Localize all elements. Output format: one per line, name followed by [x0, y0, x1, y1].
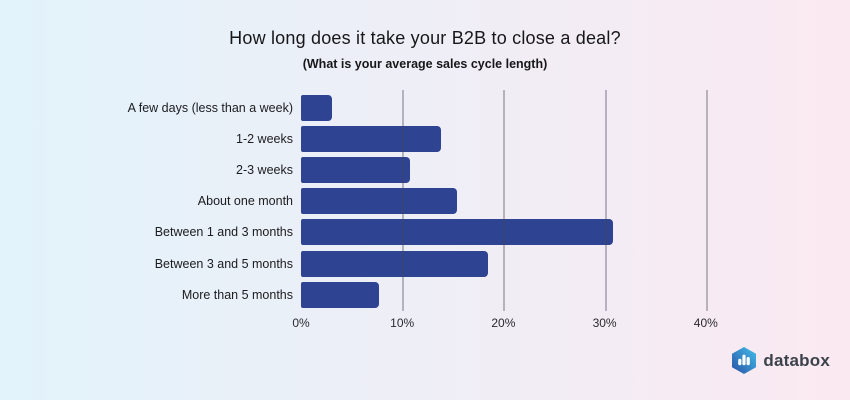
bar [301, 94, 333, 121]
bar [301, 281, 379, 308]
bar [301, 219, 613, 246]
bar-row: About one month [83, 186, 613, 217]
x-axis: 0% 10% 20% 30% 40% [292, 316, 761, 332]
category-label: 2-3 weeks [236, 162, 293, 177]
chart-subtitle: (What is your average sales cycle length… [302, 57, 548, 71]
bar-row: 1-2 weeks [83, 123, 613, 154]
category-label: Between 1 and 3 months [154, 225, 293, 240]
category-label: More than 5 months [181, 287, 293, 302]
x-tick-label: 30% [592, 316, 617, 330]
category-label: Between 3 and 5 months [154, 256, 293, 271]
x-tick-label: 40% [693, 316, 718, 330]
databox-hexagon-bar-chart-icon [732, 347, 757, 374]
bar-rows: A few days (less than a week) 1-2 weeks 2-… [83, 92, 613, 310]
bar [301, 156, 411, 183]
x-tick-label: 20% [491, 316, 516, 330]
databox-logo-text: databox [763, 350, 830, 370]
databox-logo: databox [732, 347, 830, 374]
bar [301, 125, 441, 152]
bar-row: More than 5 months [83, 279, 613, 310]
category-label: 1-2 weeks [236, 131, 293, 146]
category-label: A few days (less than a week) [127, 100, 293, 115]
bar [301, 188, 457, 215]
bar-row: 2-3 weeks [83, 154, 613, 185]
x-tick-label: 0% [292, 316, 310, 330]
chart-title: How long does it take your B2B to close … [229, 28, 621, 48]
bar-row: A few days (less than a week) [83, 92, 613, 123]
bar-row: Between 1 and 3 months [83, 217, 613, 248]
bar [301, 250, 489, 277]
x-tick-label: 10% [390, 316, 415, 330]
bar-row: Between 3 and 5 months [83, 248, 613, 279]
gridline [705, 90, 708, 311]
category-label: About one month [197, 194, 293, 209]
